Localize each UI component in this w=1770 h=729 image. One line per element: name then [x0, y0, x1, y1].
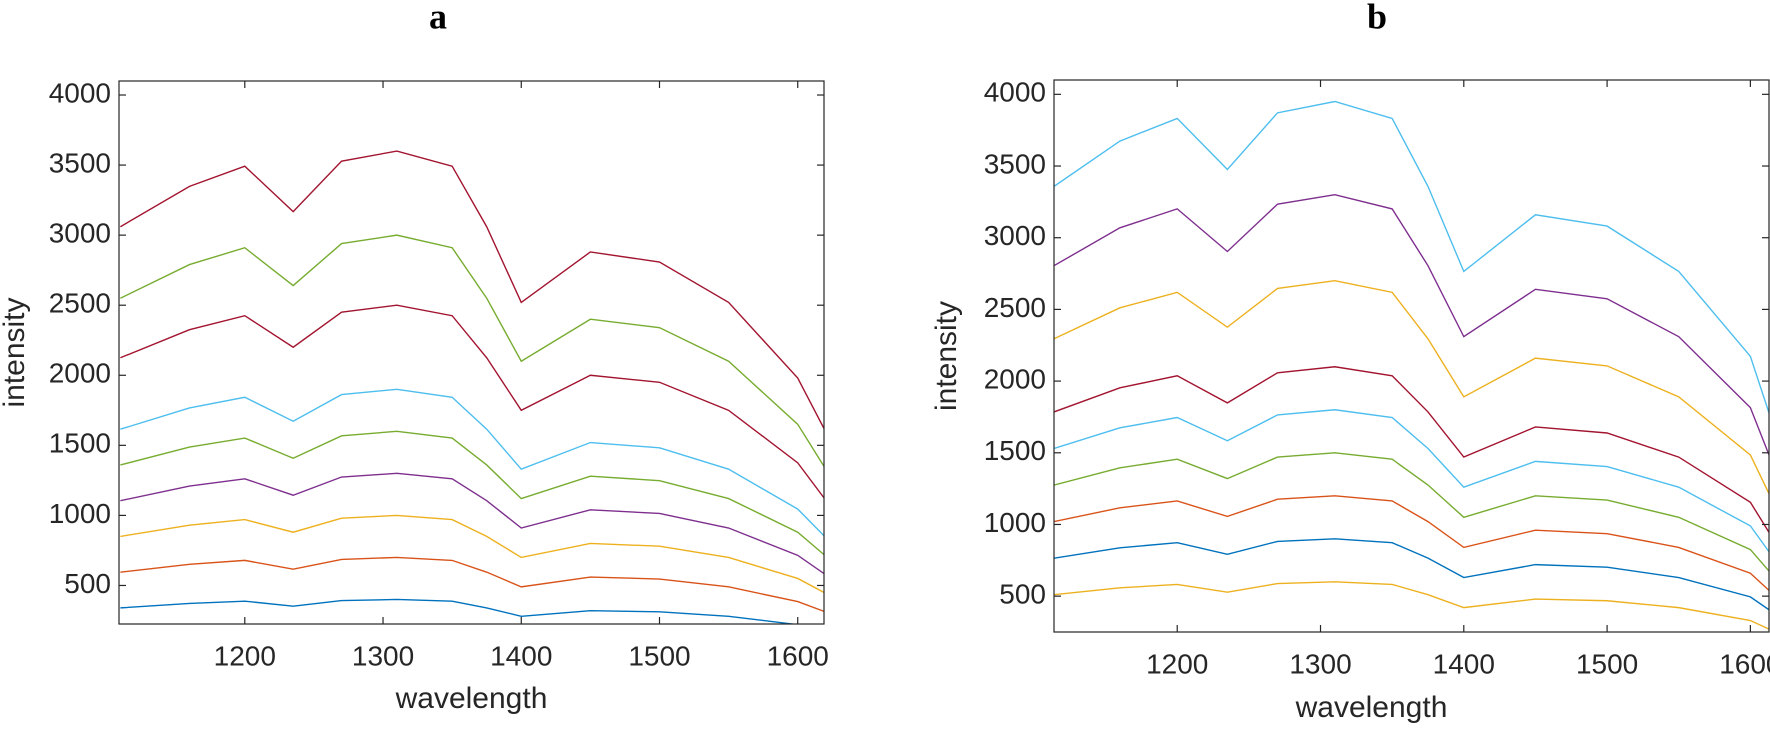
spectrum-line — [120, 430, 824, 556]
x-tick-label: 1500 — [1576, 648, 1638, 679]
y-tick-label: 500 — [999, 579, 1046, 610]
spectrum-line — [1054, 100, 1769, 414]
plot-area — [120, 150, 824, 624]
y-tick-label: 500 — [64, 568, 111, 599]
x-tick-label: 1400 — [1433, 648, 1495, 679]
spectrum-line — [1054, 538, 1769, 611]
spectrum-line — [120, 150, 824, 429]
spectrum-line — [1054, 193, 1769, 456]
spectrum-line — [120, 234, 824, 467]
y-tick-label: 1500 — [984, 435, 1046, 466]
y-tick-label: 2000 — [49, 358, 111, 389]
panel: a 1200 1300 1400 1500 1600 500 1000 1500 2000 2500… — [0, 0, 829, 715]
y-tick-label: 2500 — [49, 288, 111, 319]
axes-frame — [1053, 79, 1770, 633]
y-tick-label: 1500 — [49, 428, 111, 459]
y-tick-label: 1000 — [984, 507, 1046, 538]
x-tick-label: 1600 — [767, 640, 829, 671]
spectrum-line — [1054, 280, 1769, 494]
y-tick-label: 2000 — [984, 363, 1046, 394]
y-tick-label: 4000 — [984, 77, 1046, 108]
spectrum-line — [120, 388, 824, 537]
spectrum-line — [120, 598, 798, 624]
spectrum-line — [1054, 366, 1769, 533]
y-tick-label: 3500 — [984, 148, 1046, 179]
spectrum-line — [120, 514, 824, 594]
y-axis-label: intensity — [930, 301, 963, 411]
spectrum-line — [1054, 581, 1769, 630]
panel-title: a — [429, 0, 447, 36]
axes-frame — [118, 80, 825, 625]
spectrum-line — [120, 304, 824, 499]
y-tick-label: 2500 — [984, 292, 1046, 323]
y-axis-label: intensity — [0, 297, 31, 407]
spectrum-line — [120, 556, 824, 613]
y-tick-label: 3000 — [49, 218, 111, 249]
panel-title: b — [1367, 0, 1387, 36]
x-axis-label: wavelength — [395, 682, 548, 715]
y-tick-label: 3500 — [49, 147, 111, 178]
x-tick-label: 1300 — [352, 640, 414, 671]
spectrum-line — [1054, 452, 1769, 572]
spectrum-line — [1054, 495, 1769, 591]
x-tick-label: 1400 — [490, 640, 552, 671]
y-tick-label: 3000 — [984, 220, 1046, 251]
x-tick-label: 1500 — [628, 640, 690, 671]
y-tick-label: 4000 — [49, 77, 111, 108]
x-tick-label: 1600 — [1719, 648, 1770, 679]
spectrum-line — [120, 472, 824, 575]
x-axis-label: wavelength — [1295, 691, 1448, 724]
panel: b 1200 1300 1400 1500 1600 500 1000 1500 2000 2500… — [930, 0, 1770, 724]
y-tick-label: 1000 — [49, 498, 111, 529]
x-tick-label: 1300 — [1289, 648, 1351, 679]
spectrum-line — [1054, 409, 1769, 553]
x-tick-label: 1200 — [214, 640, 276, 671]
plot-area — [1054, 100, 1769, 630]
x-tick-label: 1200 — [1146, 648, 1208, 679]
